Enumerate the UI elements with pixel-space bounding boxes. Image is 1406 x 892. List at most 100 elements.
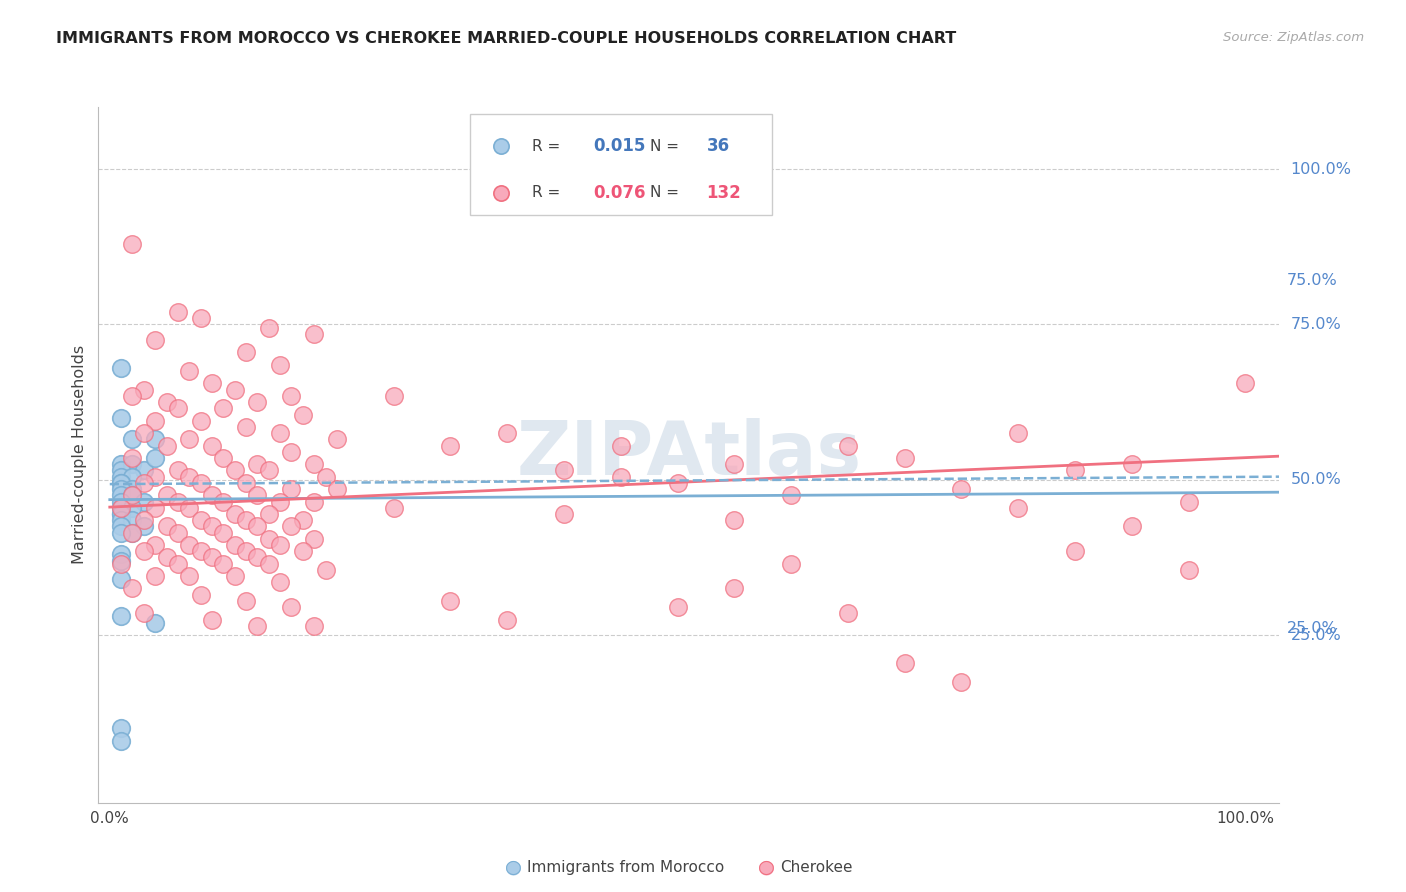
Point bbox=[280, 519, 302, 533]
Text: 100.0%: 100.0% bbox=[1291, 161, 1351, 177]
Point bbox=[121, 457, 143, 471]
Point bbox=[382, 389, 405, 403]
Point bbox=[167, 494, 190, 508]
Point bbox=[143, 500, 166, 515]
Point bbox=[132, 494, 155, 508]
Point bbox=[723, 582, 745, 596]
Point bbox=[190, 544, 212, 558]
Point bbox=[155, 395, 177, 409]
Point bbox=[201, 550, 224, 565]
Point bbox=[110, 457, 132, 471]
Point bbox=[1177, 563, 1199, 577]
Point bbox=[837, 439, 859, 453]
Point bbox=[155, 519, 177, 533]
Point bbox=[201, 613, 224, 627]
Point bbox=[121, 389, 143, 403]
Y-axis label: Married-couple Households: Married-couple Households bbox=[72, 345, 87, 565]
Point bbox=[167, 463, 190, 477]
Point bbox=[257, 320, 280, 334]
Point bbox=[291, 513, 314, 527]
Point bbox=[610, 469, 633, 483]
Point bbox=[110, 609, 132, 624]
Point bbox=[246, 519, 269, 533]
Point bbox=[257, 532, 280, 546]
Point bbox=[235, 420, 257, 434]
Point bbox=[382, 500, 405, 515]
Point bbox=[496, 613, 519, 627]
Point bbox=[110, 553, 132, 567]
Point bbox=[246, 550, 269, 565]
Point bbox=[190, 311, 212, 326]
Point bbox=[110, 488, 132, 502]
Text: Source: ZipAtlas.com: Source: ZipAtlas.com bbox=[1223, 31, 1364, 45]
Point bbox=[496, 426, 519, 441]
Point bbox=[302, 326, 325, 341]
Point bbox=[179, 500, 201, 515]
Point bbox=[167, 525, 190, 540]
Point bbox=[132, 519, 155, 533]
Point bbox=[110, 519, 132, 533]
Point bbox=[224, 538, 246, 552]
Point bbox=[155, 439, 177, 453]
Point bbox=[121, 513, 143, 527]
Point bbox=[110, 410, 132, 425]
Text: Cherokee: Cherokee bbox=[780, 860, 853, 874]
Point bbox=[291, 544, 314, 558]
Point bbox=[121, 236, 143, 251]
Point bbox=[235, 513, 257, 527]
Point bbox=[666, 600, 689, 615]
Text: ZIPAtlas: ZIPAtlas bbox=[516, 418, 862, 491]
Point bbox=[143, 450, 166, 465]
Text: 25.0%: 25.0% bbox=[1291, 628, 1341, 642]
Point bbox=[190, 588, 212, 602]
Point bbox=[553, 507, 575, 521]
Point bbox=[666, 475, 689, 490]
Point bbox=[780, 488, 803, 502]
Point bbox=[302, 457, 325, 471]
Point bbox=[212, 557, 235, 571]
Point bbox=[179, 364, 201, 378]
Point bbox=[110, 475, 132, 490]
Point bbox=[212, 525, 235, 540]
Point bbox=[280, 600, 302, 615]
Point bbox=[121, 433, 143, 447]
Point bbox=[110, 557, 132, 571]
Point bbox=[143, 433, 166, 447]
Point bbox=[190, 414, 212, 428]
Text: Immigrants from Morocco: Immigrants from Morocco bbox=[527, 860, 724, 874]
Point bbox=[950, 482, 973, 496]
Text: ●: ● bbox=[505, 857, 522, 877]
Point bbox=[212, 401, 235, 416]
Point bbox=[257, 557, 280, 571]
Point bbox=[1064, 463, 1087, 477]
Text: ○: ○ bbox=[758, 857, 775, 877]
Point bbox=[143, 333, 166, 347]
Point bbox=[302, 532, 325, 546]
Point bbox=[121, 582, 143, 596]
Text: 50.0%: 50.0% bbox=[1291, 472, 1341, 487]
Point bbox=[950, 674, 973, 689]
Point bbox=[246, 488, 269, 502]
Text: 132: 132 bbox=[707, 184, 741, 202]
Point bbox=[110, 475, 132, 490]
Text: 25.0%: 25.0% bbox=[1286, 622, 1337, 636]
Text: N =: N = bbox=[650, 139, 683, 153]
Point bbox=[132, 475, 155, 490]
Point bbox=[179, 569, 201, 583]
Point bbox=[246, 395, 269, 409]
Point bbox=[121, 450, 143, 465]
Text: N =: N = bbox=[650, 186, 683, 200]
Point bbox=[167, 305, 190, 319]
Point bbox=[110, 547, 132, 561]
Point bbox=[143, 538, 166, 552]
Point bbox=[224, 463, 246, 477]
Point bbox=[132, 383, 155, 397]
Point bbox=[235, 475, 257, 490]
Point bbox=[110, 507, 132, 521]
Point bbox=[132, 607, 155, 621]
Point bbox=[610, 439, 633, 453]
Point bbox=[235, 345, 257, 359]
Point bbox=[110, 463, 132, 477]
Text: ○: ○ bbox=[505, 857, 522, 877]
Point bbox=[439, 439, 461, 453]
